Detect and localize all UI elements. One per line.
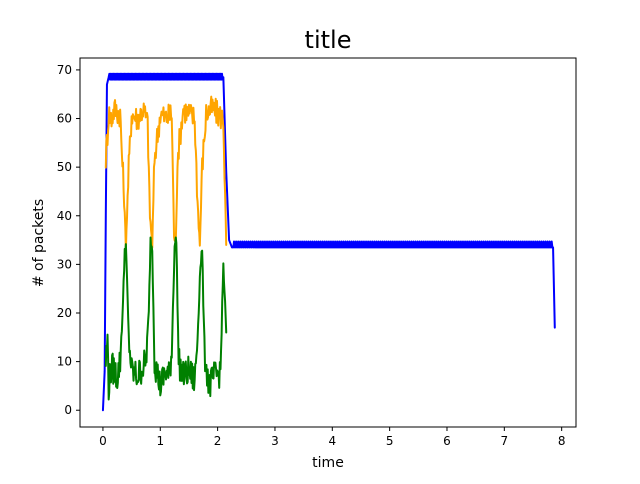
y-tick-label: 50 xyxy=(57,160,72,174)
plot-area xyxy=(79,57,577,428)
x-tick-label: 3 xyxy=(271,434,279,448)
x-tick-label: 2 xyxy=(214,434,222,448)
x-tick-label: 0 xyxy=(99,434,107,448)
y-tick-label: 30 xyxy=(57,257,72,271)
x-axis-label: time xyxy=(312,455,344,471)
plot-frame xyxy=(79,57,577,428)
y-axis-label: # of packets xyxy=(31,199,47,287)
x-tick-label: 4 xyxy=(328,434,336,448)
y-tick-label: 40 xyxy=(57,209,72,223)
y-tick-label: 10 xyxy=(57,355,72,369)
y-tick-label: 0 xyxy=(64,403,72,417)
chart-title: title xyxy=(305,26,352,54)
y-tick-label: 70 xyxy=(57,63,72,77)
series-line-3 xyxy=(104,236,228,401)
y-tick-label: 60 xyxy=(57,112,72,126)
x-axis: 0 1 2 3 4 5 6 7 8 xyxy=(99,427,565,448)
y-axis: 0 10 20 30 40 50 60 70 xyxy=(57,63,80,417)
x-tick-label: 6 xyxy=(443,434,451,448)
x-tick-label: 7 xyxy=(501,434,509,448)
y-tick-label: 20 xyxy=(57,306,72,320)
x-tick-label: 8 xyxy=(558,434,566,448)
series-line-2 xyxy=(104,95,228,252)
x-tick-label: 1 xyxy=(156,434,164,448)
x-tick-label: 5 xyxy=(386,434,394,448)
series-line-1 xyxy=(101,72,556,412)
